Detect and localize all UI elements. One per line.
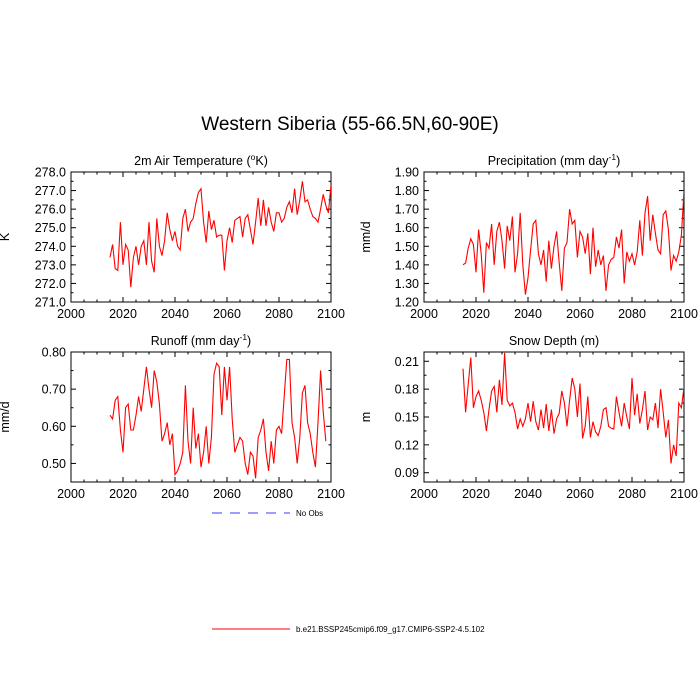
- x-tick-label: 2020: [109, 487, 137, 501]
- panel-title-text: Snow Depth (m): [509, 334, 599, 348]
- x-tick-label: 2000: [410, 307, 438, 321]
- y-tick-label: 1.70: [395, 203, 419, 217]
- panel-title-end: ): [616, 154, 620, 168]
- panel-title-superscript: -1: [239, 332, 247, 342]
- y-tick-label: 0.60: [42, 420, 66, 434]
- panel-title-text: Runoff (mm day: [151, 334, 240, 348]
- y-tick-label: 0.80: [42, 346, 66, 360]
- legend-label: No Obs: [296, 509, 323, 518]
- y-tick-label: 1.80: [395, 184, 419, 198]
- x-tick-label: 2100: [670, 487, 698, 501]
- panel-title: Snow Depth (m): [509, 334, 599, 348]
- panel-title-text: Precipitation (mm day: [488, 154, 610, 168]
- x-tick-label: 2040: [514, 307, 542, 321]
- panel-title: 2m Air Temperature (oK): [134, 152, 268, 168]
- y-axis-label: mm/d: [0, 401, 12, 432]
- panel-title-superscript: -1: [609, 152, 617, 162]
- panel-runoff: Runoff (mm day-1) 2000 2020 2040 2060 2080 210…: [0, 332, 345, 501]
- y-tick-label: 0.15: [395, 411, 419, 425]
- x-tick-label: 2000: [57, 307, 85, 321]
- y-tick-label: 1.50: [395, 240, 419, 254]
- y-tick-label: 1.20: [395, 296, 419, 310]
- series-line: [109, 358, 327, 479]
- y-tick-label: 0.12: [395, 438, 419, 452]
- y-tick-label: 1.60: [395, 221, 419, 235]
- x-tick-label: 2080: [618, 487, 646, 501]
- plot-frame: [423, 171, 685, 303]
- series-line: [462, 190, 684, 295]
- panel-snow-depth: Snow Depth (m) 2000 2020 2040 2060 2080 2100 0.…: [359, 334, 698, 501]
- y-tick-label: 0.18: [395, 383, 419, 397]
- panel-title-end: ): [247, 334, 251, 348]
- y-tick-label: 278.0: [35, 166, 66, 180]
- y-tick-label: 274.0: [35, 240, 66, 254]
- x-tick-label: 2020: [462, 307, 490, 321]
- y-tick-label: 272.0: [35, 277, 66, 291]
- x-tick-label: 2060: [213, 307, 241, 321]
- x-tick-label: 2060: [566, 307, 594, 321]
- x-tick-label: 2100: [317, 307, 345, 321]
- x-tick-label: 2040: [514, 487, 542, 501]
- panel-precipitation: Precipitation (mm day-1) 2000 2020 2040 2060…: [359, 152, 698, 321]
- series-line: [462, 352, 684, 464]
- x-tick-label: 2080: [265, 487, 293, 501]
- y-tick-label: 0.09: [395, 466, 419, 480]
- panel-temperature: 2m Air Temperature (oK) 2000 2020 2040 2060 2…: [0, 152, 345, 321]
- y-tick-label: 277.0: [35, 184, 66, 198]
- y-tick-label: 0.21: [395, 355, 419, 369]
- x-tick-label: 2000: [57, 487, 85, 501]
- series-line: [109, 181, 331, 288]
- y-axis-label: mm/d: [359, 221, 373, 252]
- panel-title-superscript: o: [251, 152, 256, 162]
- x-tick-label: 2040: [161, 487, 189, 501]
- y-tick-label: 271.0: [35, 296, 66, 310]
- x-tick-label: 2100: [317, 487, 345, 501]
- x-tick-label: 2060: [213, 487, 241, 501]
- x-tick-label: 2060: [566, 487, 594, 501]
- y-tick-label: 0.50: [42, 457, 66, 471]
- panel-title-end: K): [255, 154, 268, 168]
- y-tick-label: 0.70: [42, 383, 66, 397]
- x-tick-label: 2040: [161, 307, 189, 321]
- y-tick-label: 276.0: [35, 203, 66, 217]
- y-tick-label: 1.30: [395, 277, 419, 291]
- x-tick-label: 2020: [109, 307, 137, 321]
- x-tick-label: 2000: [410, 487, 438, 501]
- y-tick-label: 1.40: [395, 258, 419, 272]
- panel-title: Precipitation (mm day-1): [488, 152, 621, 168]
- y-axis-label: K: [0, 232, 12, 241]
- legend-label: b.e21.BSSP245cmip6.f09_g17.CMIP6-SSP2-4.…: [296, 625, 485, 634]
- x-tick-label: 2080: [618, 307, 646, 321]
- legend: No Obs b.e21.BSSP245cmip6.f09_g17.CMIP6-S…: [212, 509, 485, 634]
- y-tick-label: 273.0: [35, 258, 66, 272]
- y-tick-label: 275.0: [35, 221, 66, 235]
- y-tick-label: 1.90: [395, 166, 419, 180]
- x-tick-label: 2080: [265, 307, 293, 321]
- panel-title-text: 2m Air Temperature (: [134, 154, 251, 168]
- figure-title: Western Siberia (55-66.5N,60-90E): [201, 114, 499, 135]
- x-tick-label: 2020: [462, 487, 490, 501]
- panel-title: Runoff (mm day-1): [151, 332, 251, 348]
- x-tick-label: 2100: [670, 307, 698, 321]
- y-axis-label: m: [359, 412, 373, 422]
